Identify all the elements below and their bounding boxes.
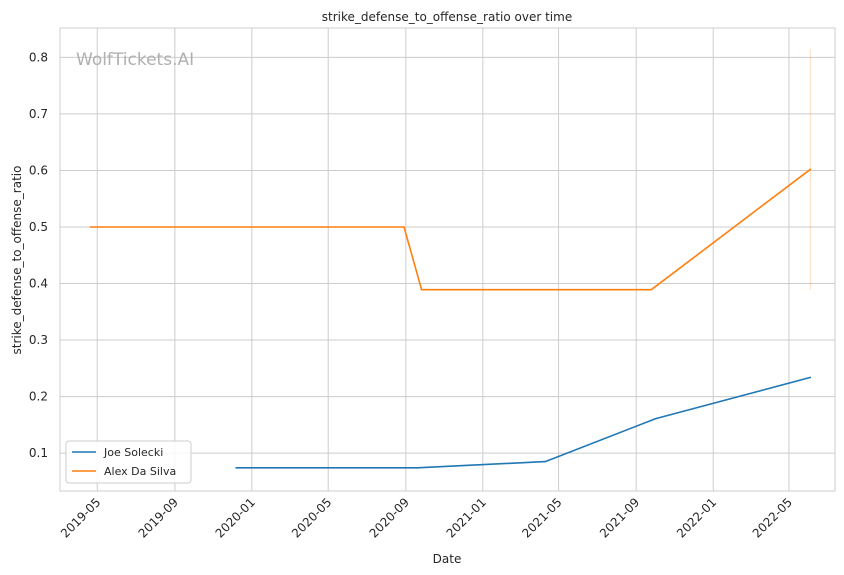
data-point-joe-solecki [544,460,547,463]
legend-label-alex-da-silva: Alex Da Silva [104,465,176,478]
series-lines [89,168,812,469]
x-tick-label: 2021-01 [444,495,489,540]
x-tick-label: 2019-05 [58,495,103,540]
x-tick-label: 2022-01 [674,495,719,540]
watermark: WolfTickets.AI [76,50,194,70]
x-axis-title: Date [433,552,462,566]
y-axis-title: strike_defense_to_offense_ratio [10,166,24,355]
chart-title: strike_defense_to_offense_ratio over tim… [322,10,572,24]
x-axis-ticks: 2019-05 2019-09 2020-01 2020-05 2020-09 2021-… [58,495,795,540]
y-tick-label: 0.8 [29,50,48,64]
x-tick-label: 2022-05 [750,495,795,540]
x-tick-label: 2021-05 [519,495,564,540]
y-tick-label: 0.6 [29,163,48,177]
data-point-alex-da-silva [650,288,653,291]
x-tick-label: 2020-05 [289,495,334,540]
y-tick-label: 0.1 [29,446,48,460]
y-tick-label: 0.5 [29,220,48,234]
x-tick-label: 2020-09 [367,495,412,540]
x-tick-label: 2021-09 [597,495,642,540]
plot-frame [59,27,836,492]
y-tick-label: 0.4 [29,277,48,291]
x-tick-label: 2019-09 [136,495,181,540]
plot-background [60,28,835,491]
y-tick-label: 0.3 [29,333,48,347]
legend-box [65,440,192,484]
x-tick-label: 2020-01 [213,495,258,540]
data-point-joe-solecki [416,467,419,469]
data-point-joe-solecki [809,376,812,379]
grid [60,28,835,491]
data-point-joe-solecki [654,417,657,420]
legend-label-joe-solecki: Joe Solecki [103,446,163,459]
y-tick-label: 0.2 [29,390,48,404]
legend: Joe Solecki Alex Da Silva [65,440,192,484]
data-point-alex-da-silva [89,226,92,228]
data-point-alex-da-silva [403,226,405,228]
y-tick-label: 0.7 [29,107,48,121]
data-point-joe-solecki [235,467,237,469]
data-point-alex-da-silva [420,288,423,291]
y-axis-ticks: 0.1 0.2 0.3 0.4 0.5 0.6 0.7 0.8 [29,50,48,460]
data-point-alex-da-silva [809,168,812,171]
